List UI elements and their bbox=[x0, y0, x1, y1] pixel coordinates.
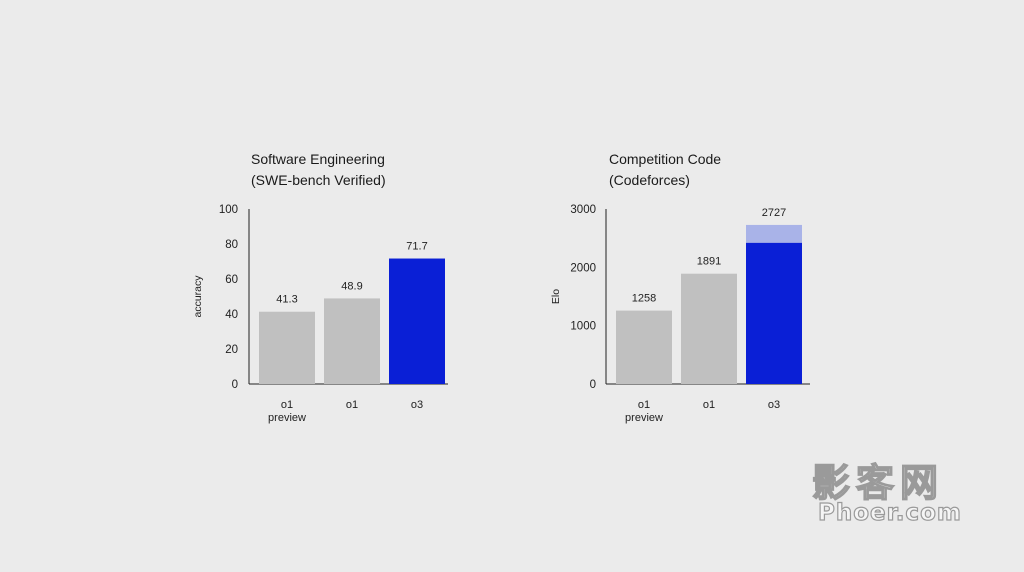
chart-title-line-2: (SWE-bench Verified) bbox=[251, 172, 386, 188]
y-axis-title: accuracy bbox=[192, 275, 204, 318]
bar bbox=[616, 310, 672, 384]
y-tick-label: 20 bbox=[225, 344, 238, 356]
x-tick-label: o3 bbox=[411, 399, 423, 411]
bar-value-label: 41.3 bbox=[276, 294, 297, 306]
y-tick-label: 0 bbox=[232, 379, 238, 391]
y-tick-label: 3000 bbox=[570, 204, 596, 216]
y-tick-label: 40 bbox=[225, 309, 238, 321]
chart-title-line-1: Competition Code bbox=[609, 151, 721, 167]
x-tick-label: preview bbox=[625, 412, 663, 424]
bar bbox=[259, 311, 315, 384]
x-tick-label: o3 bbox=[768, 399, 780, 411]
swe-bench-chart: Software Engineering (SWE-bench Verified… bbox=[192, 151, 448, 424]
codeforces-chart: Competition Code (Codeforces) 0 1000 2000 3… bbox=[550, 151, 810, 424]
watermark-logo: 影客网 Phoer.com bbox=[811, 452, 992, 532]
bar bbox=[746, 242, 802, 384]
x-tick-label: o1 bbox=[638, 399, 650, 411]
bar-value-label: 2727 bbox=[762, 207, 786, 219]
y-tick-label: 60 bbox=[225, 274, 238, 286]
watermark-cn: 影客网 bbox=[811, 460, 945, 506]
bar-value-label: 1258 bbox=[632, 293, 656, 305]
bar-value-label: 1891 bbox=[697, 256, 721, 268]
y-tick-label: 1000 bbox=[570, 321, 596, 333]
x-tick-label: o1 bbox=[281, 399, 293, 411]
bar-light-segment bbox=[746, 224, 802, 243]
bar bbox=[324, 298, 380, 384]
x-tick-label: o1 bbox=[346, 399, 358, 411]
x-tick-label: o1 bbox=[703, 399, 715, 411]
bar-value-label: 48.9 bbox=[341, 280, 362, 292]
y-tick-label: 2000 bbox=[570, 262, 596, 274]
y-axis-title: Elo bbox=[550, 289, 562, 304]
bar-value-label: 71.7 bbox=[406, 241, 427, 253]
bar bbox=[681, 273, 737, 384]
watermark-en: Phoer.com bbox=[817, 499, 962, 526]
chart-title-line-1: Software Engineering bbox=[251, 151, 385, 167]
y-tick-label: 100 bbox=[219, 204, 238, 216]
y-tick-label: 0 bbox=[590, 379, 596, 391]
y-tick-label: 80 bbox=[225, 239, 238, 251]
x-tick-label: preview bbox=[268, 412, 306, 424]
bar bbox=[389, 258, 445, 384]
chart-title-line-2: (Codeforces) bbox=[609, 172, 690, 188]
